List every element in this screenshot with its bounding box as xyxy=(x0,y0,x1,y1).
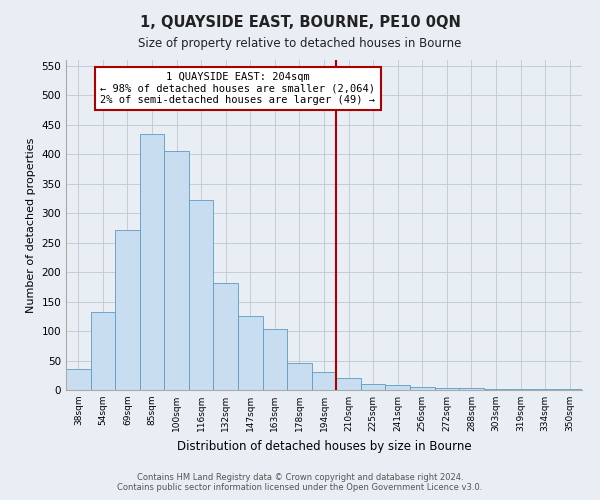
Bar xyxy=(336,378,361,390)
Text: Size of property relative to detached houses in Bourne: Size of property relative to detached ho… xyxy=(139,38,461,51)
Bar xyxy=(361,384,385,390)
Text: 1 QUAYSIDE EAST: 204sqm
← 98% of detached houses are smaller (2,064)
2% of semi-: 1 QUAYSIDE EAST: 204sqm ← 98% of detache… xyxy=(100,72,376,105)
Text: Contains HM Land Registry data © Crown copyright and database right 2024.
Contai: Contains HM Land Registry data © Crown c… xyxy=(118,473,482,492)
Bar xyxy=(214,283,238,390)
Bar xyxy=(263,330,287,390)
Bar xyxy=(164,152,189,390)
Bar xyxy=(238,316,263,390)
Bar xyxy=(115,230,140,390)
Bar xyxy=(287,363,312,390)
Bar xyxy=(410,387,434,390)
Bar xyxy=(484,389,508,390)
Bar xyxy=(434,388,459,390)
X-axis label: Distribution of detached houses by size in Bourne: Distribution of detached houses by size … xyxy=(176,440,472,452)
Y-axis label: Number of detached properties: Number of detached properties xyxy=(26,138,36,312)
Text: 1, QUAYSIDE EAST, BOURNE, PE10 0QN: 1, QUAYSIDE EAST, BOURNE, PE10 0QN xyxy=(140,15,460,30)
Bar xyxy=(140,134,164,390)
Bar xyxy=(91,312,115,390)
Bar xyxy=(459,388,484,390)
Bar xyxy=(66,370,91,390)
Bar xyxy=(385,386,410,390)
Bar xyxy=(312,372,336,390)
Bar xyxy=(189,200,214,390)
